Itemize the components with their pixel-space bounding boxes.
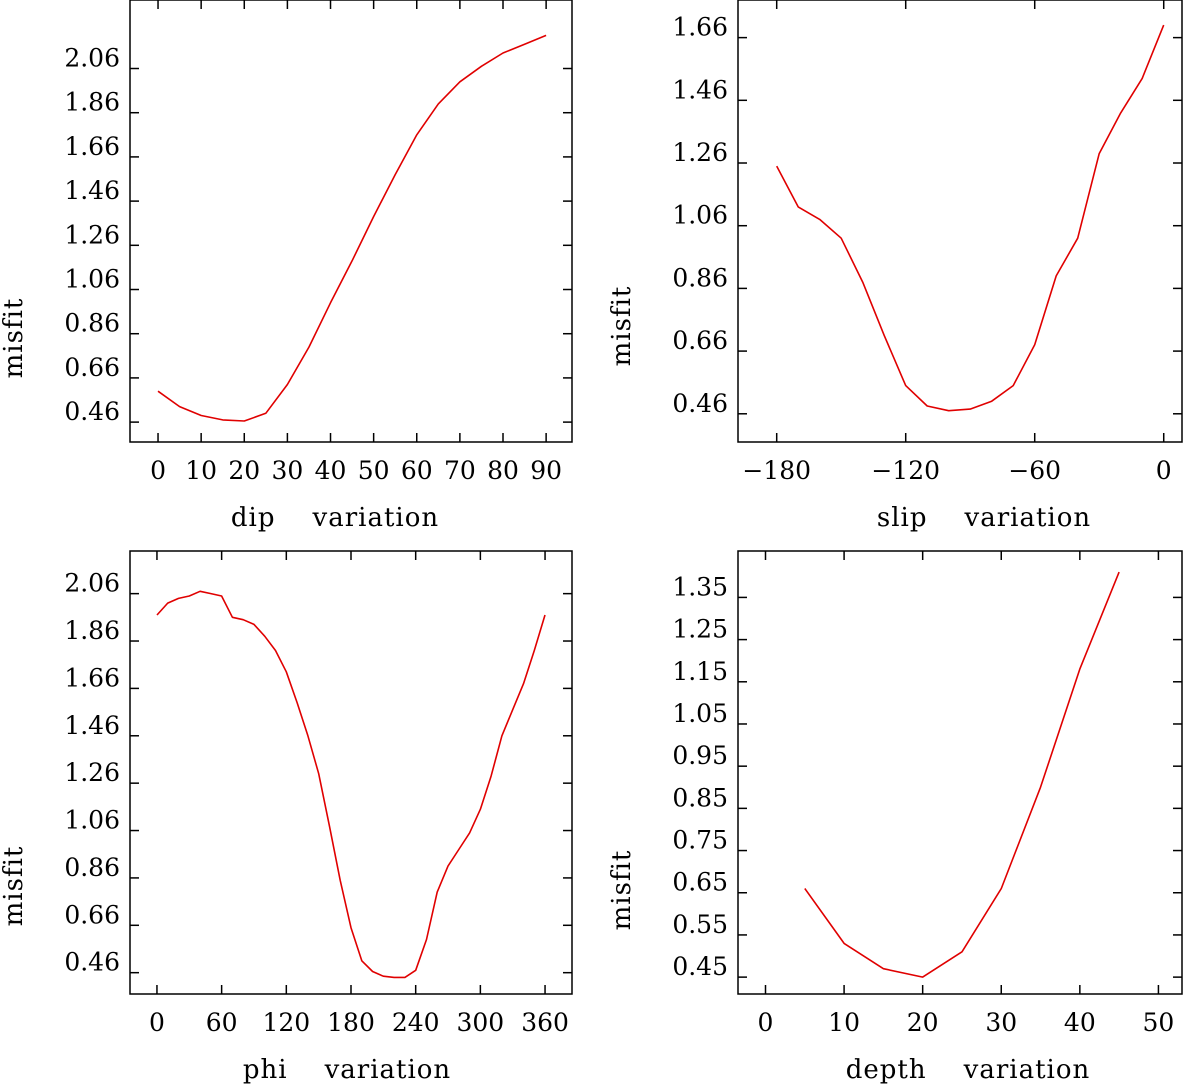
dip-xtick-label: 20 <box>228 456 260 485</box>
phi-ytick-label: 0.86 <box>64 853 120 882</box>
depth-xtick-label: 10 <box>828 1008 860 1037</box>
depth-tick-labels: 0 10 20 30 40 50 0.45 0.55 0.65 0.75 0.85 0.95 1.05 1… <box>672 572 1174 1037</box>
dip-xtick-label: 90 <box>530 456 562 485</box>
dip-y-axis-title: misfit <box>0 298 29 379</box>
depth-ytick-label: 1.35 <box>672 572 728 601</box>
dip-xtick-label: 60 <box>401 456 433 485</box>
dip-panel: 0 10 20 30 40 50 60 70 80 90 0.46 0.66 0.86 1.06 1.26 1… <box>0 0 573 533</box>
slip-misfit-line <box>775 24 1165 412</box>
phi-x-axis-title: phi variation <box>243 1055 451 1085</box>
depth-xtick-label: 50 <box>1143 1008 1175 1037</box>
dip-ytick-label: 0.86 <box>64 309 120 338</box>
phi-y-axis-title: misfit <box>0 846 29 927</box>
dip-ytick-label: 1.06 <box>64 265 120 294</box>
slip-series <box>775 24 1165 412</box>
slip-xtick-label: 0 <box>1156 456 1172 485</box>
dip-tick-labels: 0 10 20 30 40 50 60 70 80 90 0.46 0.66 0.86 1.06 1.26 1… <box>64 44 562 485</box>
phi-xtick-label: 120 <box>262 1008 310 1037</box>
slip-plot-frame <box>737 0 1183 443</box>
dip-plot-frame <box>129 0 573 443</box>
slip-ytick-label: 1.06 <box>672 201 728 230</box>
phi-ytick-label: 1.46 <box>64 711 120 740</box>
slip-ytick-label: 1.26 <box>672 138 728 167</box>
dip-xtick-label: 50 <box>358 456 390 485</box>
slip-ytick-label: 0.86 <box>672 263 728 292</box>
slip-ytick-label: 1.46 <box>672 75 728 104</box>
phi-xtick-label: 360 <box>521 1008 569 1037</box>
slip-ticks <box>738 0 1182 442</box>
dip-series <box>157 34 547 422</box>
dip-ytick-label: 1.46 <box>64 176 120 205</box>
dip-ytick-label: 0.46 <box>64 397 120 426</box>
dip-ytick-label: 1.66 <box>64 132 120 161</box>
dip-xtick-label: 0 <box>150 456 166 485</box>
depth-ticks <box>738 551 1182 994</box>
slip-tick-labels: −180 −120 −60 0 0.46 0.66 0.86 1.06 1.26 1.46 1.66 <box>672 13 1171 485</box>
dip-xtick-label: 80 <box>487 456 519 485</box>
dip-xtick-label: 40 <box>315 456 347 485</box>
phi-ytick-label: 1.86 <box>64 616 120 645</box>
phi-ytick-label: 1.26 <box>64 758 120 787</box>
phi-ytick-label: 1.06 <box>64 806 120 835</box>
phi-ytick-label: 2.06 <box>64 569 120 598</box>
depth-ytick-label: 0.45 <box>672 952 728 981</box>
depth-ytick-label: 0.95 <box>672 741 728 770</box>
slip-xtick-label: −120 <box>871 456 940 485</box>
slip-y-axis-title: misfit <box>607 286 637 367</box>
phi-xtick-label: 180 <box>327 1008 375 1037</box>
depth-y-axis-title: misfit <box>607 850 637 931</box>
dip-ticks <box>130 0 572 442</box>
slip-panel: −180 −120 −60 0 0.46 0.66 0.86 1.06 1.26 1.46 1.66… <box>607 0 1183 533</box>
dip-ytick-label: 1.26 <box>64 220 120 249</box>
phi-tick-labels: 0 60 120 180 240 300 360 0.46 0.66 0.86 1.06 1.26 1.… <box>64 569 569 1037</box>
dip-ytick-label: 1.86 <box>64 88 120 117</box>
phi-xtick-label: 0 <box>149 1008 165 1037</box>
dip-ytick-label: 0.66 <box>64 353 120 382</box>
depth-ytick-label: 0.75 <box>672 826 728 855</box>
dip-ytick-label: 2.06 <box>64 44 120 73</box>
depth-ytick-label: 1.05 <box>672 699 728 728</box>
phi-xtick-label: 60 <box>206 1008 238 1037</box>
slip-x-axis-title: slip variation <box>877 503 1091 533</box>
dip-xtick-label: 30 <box>271 456 303 485</box>
depth-ytick-label: 1.15 <box>672 657 728 686</box>
depth-ytick-label: 1.25 <box>672 615 728 644</box>
depth-ytick-label: 0.85 <box>672 783 728 812</box>
slip-ytick-label: 1.66 <box>672 13 728 42</box>
slip-xtick-label: −180 <box>742 456 811 485</box>
phi-panel: 0 60 120 180 240 300 360 0.46 0.66 0.86 1.06 1.26 1.… <box>0 550 573 1085</box>
depth-ytick-label: 0.65 <box>672 868 728 897</box>
depth-x-axis-title: depth variation <box>846 1055 1091 1085</box>
phi-ytick-label: 0.46 <box>64 948 120 977</box>
depth-xtick-label: 40 <box>1064 1008 1096 1037</box>
depth-xtick-label: 30 <box>985 1008 1017 1037</box>
slip-xtick-label: −60 <box>1008 456 1061 485</box>
phi-xtick-label: 240 <box>392 1008 440 1037</box>
phi-ytick-label: 0.66 <box>64 900 120 929</box>
phi-misfit-line <box>156 590 546 979</box>
depth-xtick-label: 0 <box>758 1008 774 1037</box>
slip-ytick-label: 0.46 <box>672 389 728 418</box>
depth-misfit-line <box>804 571 1120 978</box>
phi-series <box>156 590 546 979</box>
slip-ytick-label: 0.66 <box>672 326 728 355</box>
dip-xtick-label: 70 <box>444 456 476 485</box>
phi-ytick-label: 1.66 <box>64 663 120 692</box>
dip-misfit-line <box>157 34 547 422</box>
phi-ticks <box>130 551 572 994</box>
dip-xtick-label: 10 <box>185 456 217 485</box>
depth-panel: 0 10 20 30 40 50 0.45 0.55 0.65 0.75 0.85 0.95 1.05 1… <box>607 550 1183 1085</box>
depth-ytick-label: 0.55 <box>672 910 728 939</box>
depth-series <box>804 571 1120 978</box>
depth-plot-frame <box>737 550 1183 995</box>
phi-xtick-label: 300 <box>457 1008 505 1037</box>
depth-xtick-label: 20 <box>907 1008 939 1037</box>
dip-x-axis-title: dip variation <box>231 503 439 533</box>
